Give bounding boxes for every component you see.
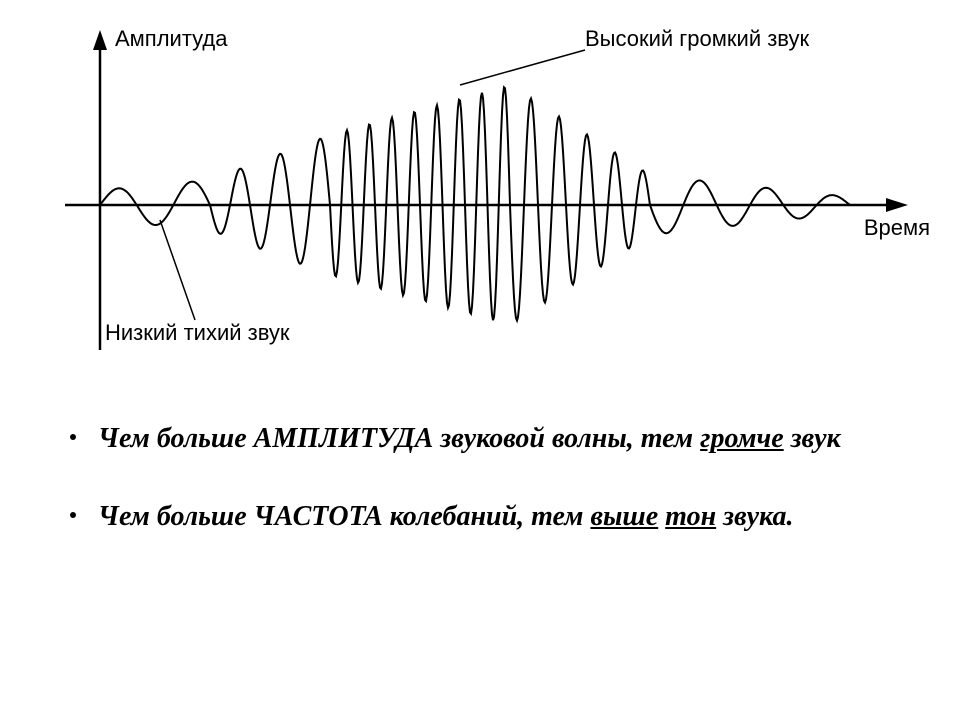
bullet-list: Чем больше АМПЛИТУДА звуковой волны, тем…	[30, 420, 930, 536]
bullet-frequency: Чем больше ЧАСТОТА колебаний, тем выше т…	[70, 498, 910, 536]
bullet1-text-post: звук	[784, 423, 841, 454]
bullet2-text-pre: Чем больше ЧАСТОТА колебаний, тем	[98, 501, 590, 532]
bullet2-underline-2: тон	[665, 501, 716, 532]
callout-low-quiet: Низкий тихий звук	[105, 320, 290, 346]
y-axis-label: Амплитуда	[115, 26, 228, 52]
bullet1-underline-1: громче	[700, 423, 784, 454]
bullet2-underline-1: выше	[590, 501, 658, 532]
x-axis-label: Время	[864, 215, 930, 241]
callout-high-loud: Высокий громкий звук	[585, 26, 809, 52]
bullet2-text-post: звука.	[716, 501, 793, 532]
bullet1-text-pre: Чем больше АМПЛИТУДА звуковой волны, тем	[98, 423, 700, 454]
bullet-amplitude: Чем больше АМПЛИТУДА звуковой волны, тем…	[70, 420, 910, 458]
page-root: Амплитуда Высокий громкий звук Время Низ…	[0, 0, 960, 720]
waveform-diagram: Амплитуда Высокий громкий звук Время Низ…	[30, 20, 930, 390]
